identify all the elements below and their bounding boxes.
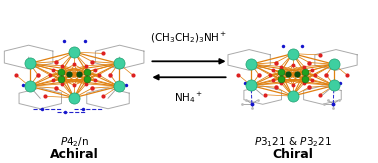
Text: Achiral: Achiral [50,148,99,161]
Text: Chiral: Chiral [272,148,313,161]
Text: $\it{P}$4$_2$/n: $\it{P}$4$_2$/n [60,135,89,149]
Text: $\it{P}$3$_1$21 & $\it{P}$3$_2$21: $\it{P}$3$_1$21 & $\it{P}$3$_2$21 [254,135,332,149]
Text: (CH$_3$CH$_2$)$_3$NH$^+$: (CH$_3$CH$_2$)$_3$NH$^+$ [150,31,228,45]
Text: NH$_4$$^+$: NH$_4$$^+$ [175,90,203,105]
